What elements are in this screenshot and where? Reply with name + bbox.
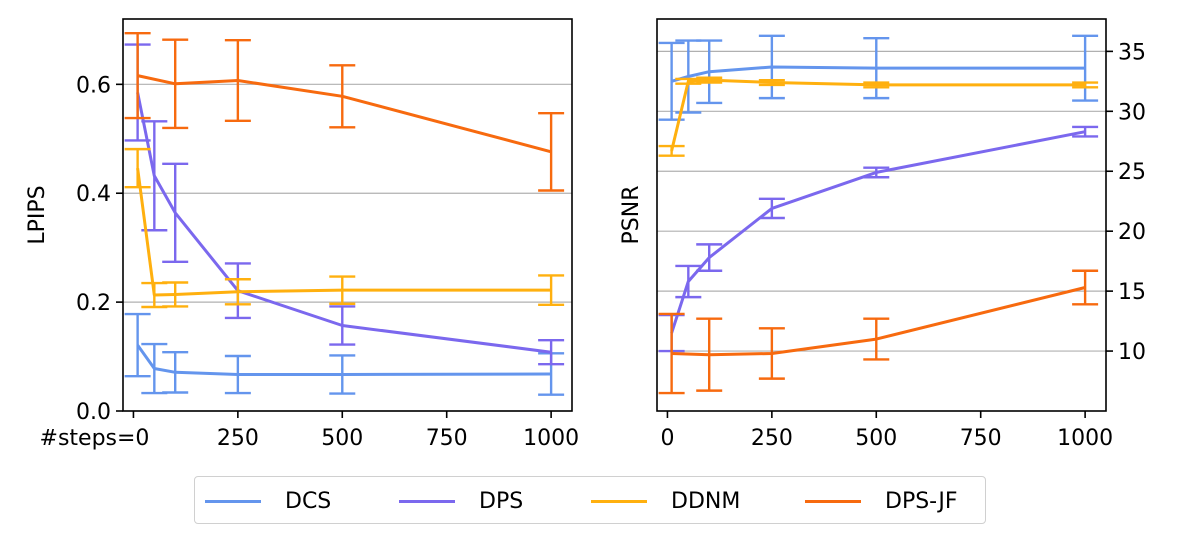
legend-item-ddnm: DDNM [591,477,740,525]
plot-frame [122,18,573,412]
y-tick-label-2: 0.4 [76,182,111,207]
legend-item-dps: DPS [399,477,523,525]
series-line-dcs [136,344,552,376]
x-tick-label-0: #steps=0 [40,426,150,451]
y-axis-title: PSNR [619,186,644,245]
series-ddnm [124,147,565,309]
y-tick-label-1: 15 [1118,280,1146,305]
x-tick-label-3: 750 [960,426,1002,451]
plot-frame [656,18,1107,412]
legend-label-dps-jf: DPS-JF [885,488,958,514]
x-tick-label-4: 1000 [523,426,579,451]
legend: DCS DPS DDNM DPS-JF [194,476,986,524]
chart-panel-1: #steps=0 250 500 750 1000 0.0 0.2 0.4 0.6 LPIPS [25,18,579,451]
series-line-dps [136,92,552,354]
series-dps [124,43,565,366]
y-tick-label-2: 20 [1118,220,1146,245]
series-line-ddnm [670,78,1086,152]
legend-label-ddnm: DDNM [671,488,741,514]
series-line-dps [670,130,1086,334]
legend-item-dps-jf: DPS-JF [805,477,957,525]
legend-swatch-dcs [205,499,261,503]
x-tick-label-0: 0 [660,426,674,451]
y-tick-label-4: 30 [1118,100,1146,125]
y-tick-label-3: 0.6 [76,73,111,98]
x-tick-label-1: 250 [751,426,793,451]
y-tick-label-1: 0.2 [76,291,111,316]
legend-item-dcs: DCS [205,477,331,525]
x-tick-label-2: 500 [855,426,897,451]
x-tick-label-2: 500 [321,426,363,451]
legend-label-dcs: DCS [285,488,332,514]
series-ddnm [658,76,1099,157]
x-tick-label-4: 1000 [1057,426,1113,451]
series-dps-jf [124,31,565,192]
series-line-dps-jf [671,286,1086,357]
series-dcs [658,34,1099,121]
series-line-dps-jf [137,74,552,154]
legend-swatch-dps [399,499,455,503]
y-tick-label-0: 10 [1118,340,1146,365]
series-dps-jf [658,269,1099,395]
legend-swatch-dps-jf [805,499,861,503]
x-tick-label-1: 250 [217,426,259,451]
series-line-dcs [671,65,1086,83]
legend-swatch-ddnm [591,499,647,503]
chart-panel-2: 0 250 500 750 1000 10 15 20 25 30 35 PSNR [619,18,1146,451]
series-line-ddnm [136,168,552,297]
y-tick-label-5: 35 [1118,40,1146,65]
y-axis-title: LPIPS [25,185,50,244]
legend-label-dps: DPS [479,488,524,514]
series-dps [658,125,1099,353]
series-dcs [124,312,565,396]
y-tick-label-3: 25 [1118,160,1146,185]
y-tick-label-0: 0.0 [76,400,111,425]
x-tick-label-3: 750 [426,426,468,451]
figure: #steps=0 250 500 750 1000 0.0 0.2 0.4 0.6 LPIPS 0 2… [25,18,1146,451]
